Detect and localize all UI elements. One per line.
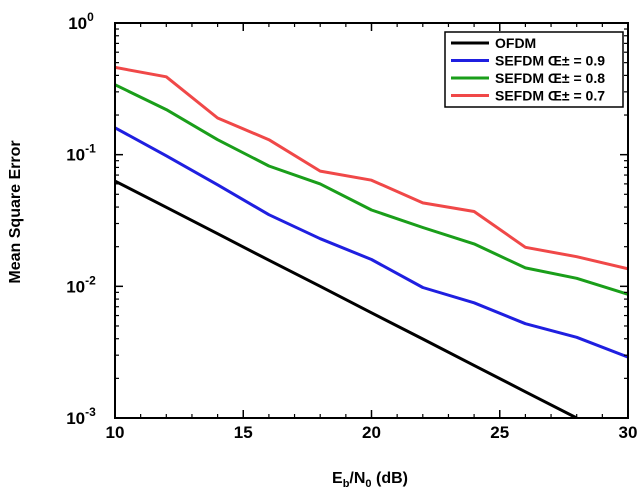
x-tick-label: 15 (234, 423, 253, 442)
series-line-1 (115, 126, 628, 359)
x-tick-label: 10 (106, 423, 125, 442)
x-axis-title-sub-b: b (343, 478, 350, 490)
legend-label: SEFDM Œ± = 0.7 (495, 88, 605, 104)
x-tick-label: 20 (362, 423, 381, 442)
x-axis-title-n: /N (349, 470, 365, 487)
x-axis-title-e: E (332, 470, 343, 487)
x-axis-title-unit: (dB) (372, 470, 408, 487)
plot-frame (114, 22, 629, 419)
series-line-2 (115, 83, 628, 296)
y-axis-title-group: Mean Square Error (7, 140, 24, 283)
series-lines (115, 65, 628, 418)
y-tick-label: 10-1 (66, 142, 96, 165)
legend-label: SEFDM Œ± = 0.9 (495, 53, 605, 69)
x-tick-label: 30 (619, 423, 638, 442)
x-tick-label: 25 (490, 423, 509, 442)
x-axis-title: Eb/N0 (dB) (332, 470, 408, 490)
y-tick-label: 10-3 (66, 405, 96, 428)
y-tick-label: 100 (68, 10, 94, 33)
series-line-0 (115, 179, 578, 418)
series-line-3 (115, 65, 628, 271)
y-tick-label: 10-2 (66, 273, 96, 296)
y-axis-title: Mean Square Error (7, 140, 24, 283)
legend-label: SEFDM Œ± = 0.8 (495, 70, 605, 86)
x-axis-title-sub-0: 0 (365, 478, 371, 490)
legend-label: OFDM (495, 35, 536, 51)
